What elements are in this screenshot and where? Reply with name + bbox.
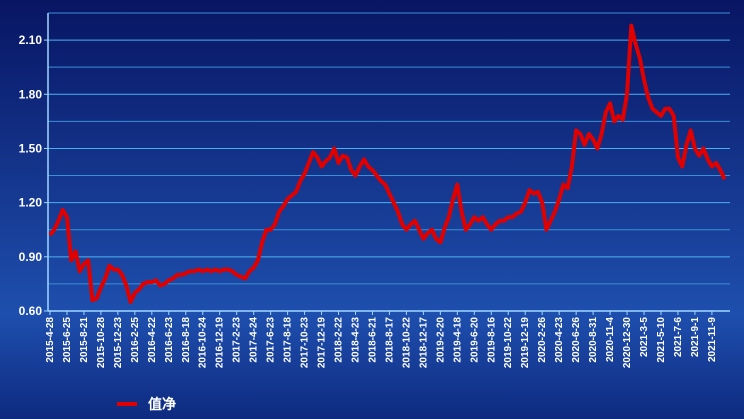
x-tick-label: 2021-3-5 (639, 317, 650, 357)
x-tick-label: 2018-4-23 (350, 317, 361, 363)
x-tick-label: 2017-4-24 (249, 317, 260, 363)
x-tick-label: 2016-6-23 (164, 317, 175, 363)
y-tick-label: 1.80 (19, 87, 43, 101)
legend-label: 值净 (148, 396, 176, 412)
x-tick-label: 2017-8-18 (283, 317, 294, 363)
x-tick-label: 2016-2-25 (130, 317, 141, 363)
y-tick-label: 2.10 (19, 33, 43, 47)
x-tick-label: 2018-6-21 (367, 317, 378, 363)
x-tick-label: 2021-11-9 (707, 317, 718, 362)
x-tick-label: 2017-6-23 (266, 317, 277, 363)
x-tick-label: 2020-2-26 (537, 317, 548, 363)
x-tick-label: 2017-2-23 (232, 317, 243, 363)
x-tick-label: 2017-12-19 (317, 317, 328, 369)
x-tick-label: 2019-10-22 (503, 317, 514, 369)
x-tick-label: 2020-12-30 (622, 317, 633, 369)
x-tick-label: 2019-4-18 (452, 317, 463, 363)
y-tick-label: 0.90 (19, 250, 43, 264)
x-tick-label: 2015-4-28 (45, 317, 56, 363)
x-tick-label: 2020-6-26 (571, 317, 582, 363)
x-tick-label: 2018-8-17 (384, 317, 395, 363)
x-tick-label: 2019-12-19 (520, 317, 531, 369)
x-tick-label: 2015-12-23 (113, 317, 124, 369)
x-tick-label: 2017-10-23 (300, 317, 311, 369)
x-tick-label: 2018-12-17 (418, 317, 429, 369)
x-tick-label: 2016-4-22 (147, 317, 158, 363)
x-tick-label: 2016-10-24 (198, 317, 209, 369)
x-tick-label: 2020-11-4 (605, 317, 616, 362)
x-tick-label: 2019-8-16 (486, 317, 497, 363)
x-tick-label: 2015-10-28 (96, 317, 107, 369)
x-tick-label: 2018-2-22 (334, 317, 345, 363)
x-tick-label: 2021-9-1 (690, 317, 701, 357)
x-tick-label: 2016-8-18 (181, 317, 192, 363)
x-tick-label: 2015-8-21 (79, 317, 90, 363)
x-tick-label: 2020-4-23 (554, 317, 565, 363)
x-tick-label: 2016-12-19 (215, 317, 226, 369)
x-tick-label: 2021-7-6 (673, 317, 684, 357)
line-series (48, 23, 727, 304)
x-tick-label: 2019-6-20 (469, 317, 480, 363)
x-tick-label: 2018-10-22 (401, 317, 412, 369)
y-tick-label: 0.60 (19, 304, 43, 318)
x-tick-label: 2015-6-25 (62, 317, 73, 363)
x-tick-label: 2021-5-10 (656, 317, 667, 363)
x-tick-label: 2020-8-31 (588, 317, 599, 363)
x-tick-label: 2019-2-20 (435, 317, 446, 363)
y-tick-label: 1.20 (19, 196, 43, 210)
y-tick-label: 1.50 (19, 141, 43, 155)
